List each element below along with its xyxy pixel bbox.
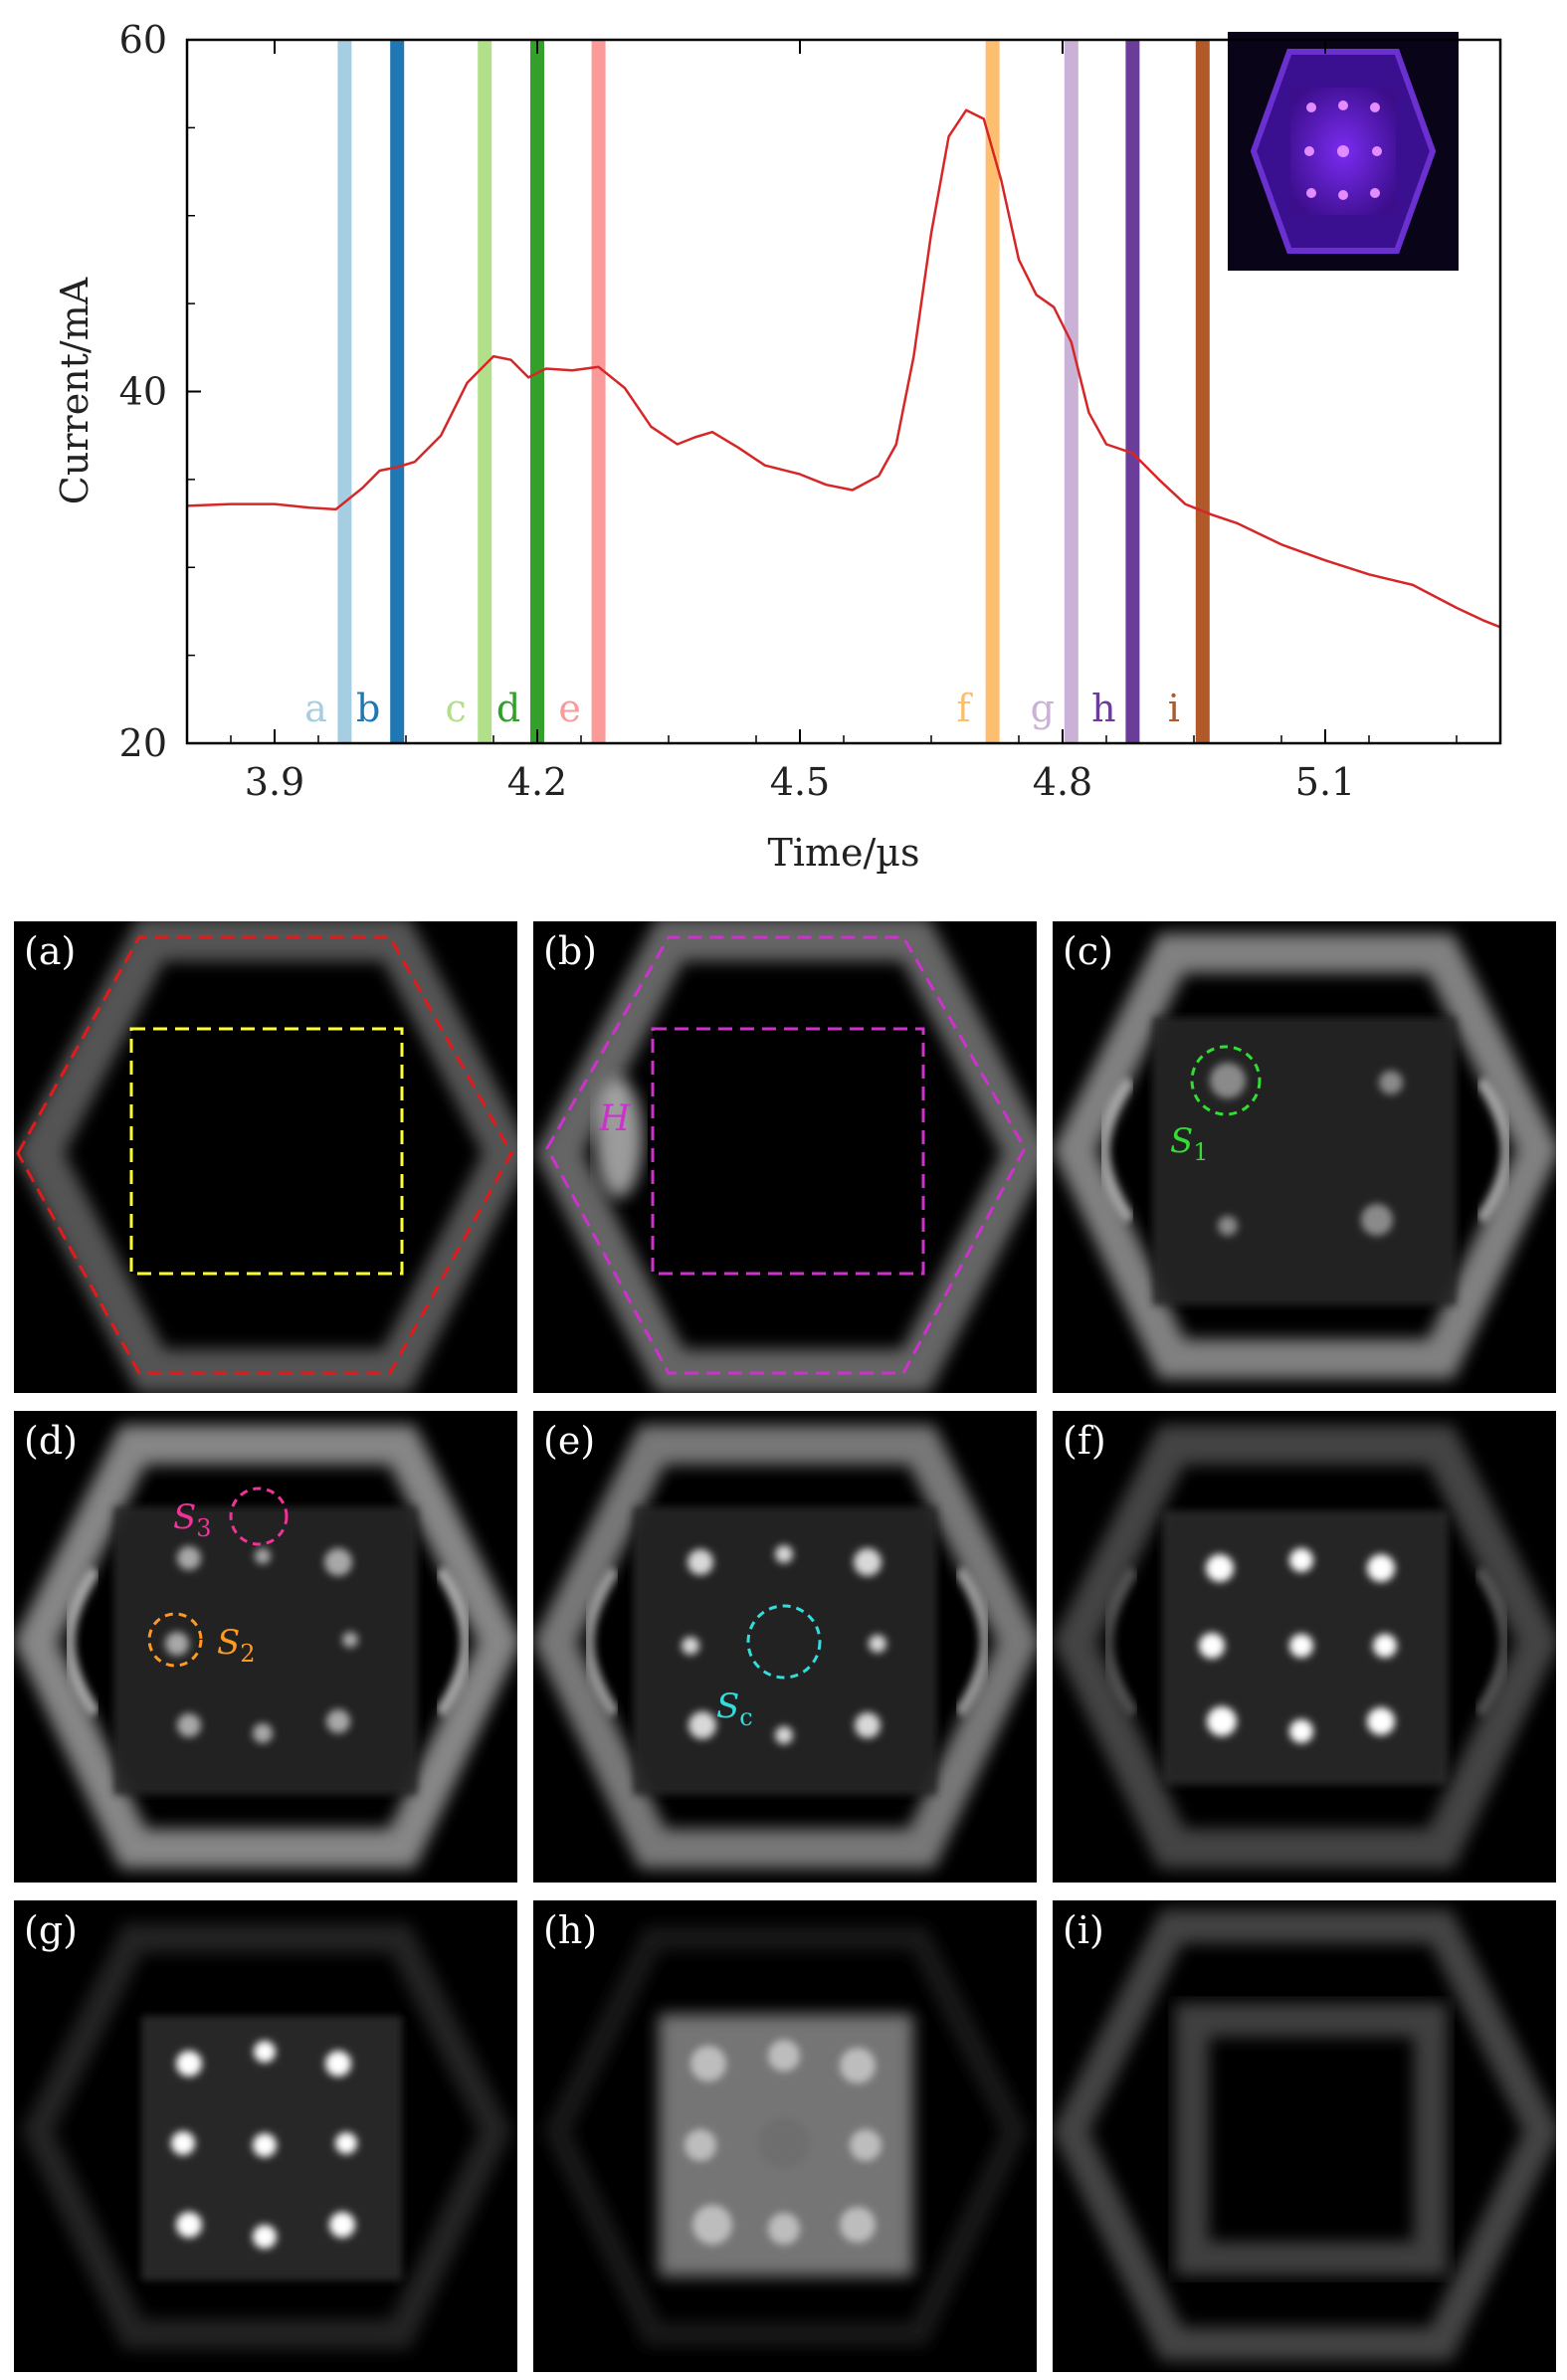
panel-i: (i) <box>1053 1900 1556 2372</box>
hexagon-outline <box>545 935 1027 1375</box>
marker-label-f: f <box>957 687 974 730</box>
square-outline <box>651 1027 925 1276</box>
marker-label-a: a <box>304 687 327 730</box>
panel-label: (e) <box>543 1419 596 1463</box>
panel-g: (g) <box>14 1900 517 2372</box>
marker-label-i: i <box>1168 687 1180 730</box>
square-outline <box>129 1027 404 1276</box>
marker-bar-h <box>1125 40 1140 743</box>
x-tick-label: 4.2 <box>507 760 567 804</box>
panel-c: S1 (c) <box>1053 921 1556 1393</box>
s1-circle <box>1190 1045 1262 1116</box>
panel-a: (a) <box>14 921 517 1393</box>
marker-bar-c <box>478 40 492 743</box>
y-axis-label: Current/mA <box>53 277 97 504</box>
s2-circle <box>147 1612 203 1668</box>
annotation-h: H <box>598 1098 631 1139</box>
x-tick-label: 4.8 <box>1033 760 1092 804</box>
panel-f: (f) <box>1053 1411 1556 1883</box>
marker-label-g: g <box>1031 687 1055 730</box>
x-tick-label: 5.1 <box>1295 760 1355 804</box>
marker-label-b: b <box>356 687 380 730</box>
panel-label: (c) <box>1063 929 1113 973</box>
marker-label-c: c <box>446 687 467 730</box>
panel-label: (i) <box>1063 1908 1104 1952</box>
marker-bar-i <box>1195 40 1210 743</box>
panel-b: H (b) <box>533 921 1037 1393</box>
marker-bar-a <box>337 40 352 743</box>
panel-h: (h) <box>533 1900 1037 2372</box>
panel-label: (d) <box>24 1419 78 1463</box>
x-tick-label: 4.5 <box>770 760 830 804</box>
panel-label: (h) <box>543 1908 598 1952</box>
series-line-0 <box>186 108 1501 629</box>
marker-bar-g <box>1064 40 1078 743</box>
axes-layer: 3.9 4.2 4.5 4.8 5.1 20 40 60 <box>119 18 1458 804</box>
marker-bar-f <box>985 40 1000 743</box>
y-tick-label: 60 <box>119 18 167 62</box>
hexagon-outline <box>16 935 513 1375</box>
y-tick-label: 20 <box>119 721 167 765</box>
panel-e: Sc (e) <box>533 1411 1037 1883</box>
panel-d: S3 S2 (d) <box>14 1411 517 1883</box>
annotation-s3: S3 <box>173 1497 212 1542</box>
marker-bar-e <box>591 40 606 743</box>
x-axis-label: Time/µs <box>767 831 919 875</box>
marker-label-d: d <box>496 687 520 730</box>
panel-label: (f) <box>1063 1419 1106 1463</box>
annotation-sc: Sc <box>716 1686 753 1731</box>
panel-label: (b) <box>543 929 597 973</box>
sc-circle <box>746 1604 822 1680</box>
marker-label-h: h <box>1091 687 1115 730</box>
x-tick-label: 3.9 <box>245 760 304 804</box>
marker-bar-d <box>530 40 544 743</box>
s3-circle <box>229 1487 289 1546</box>
panel-label: (g) <box>24 1908 78 1952</box>
annotation-s1: S1 <box>1170 1121 1209 1166</box>
y-tick-label: 40 <box>119 370 167 414</box>
marker-label-e: e <box>558 687 581 730</box>
series-layer <box>186 108 1501 629</box>
marker-bar-b <box>390 40 405 743</box>
panel-label: (a) <box>24 929 77 973</box>
annotation-s2: S2 <box>217 1623 256 1668</box>
inset-image <box>1228 32 1459 271</box>
